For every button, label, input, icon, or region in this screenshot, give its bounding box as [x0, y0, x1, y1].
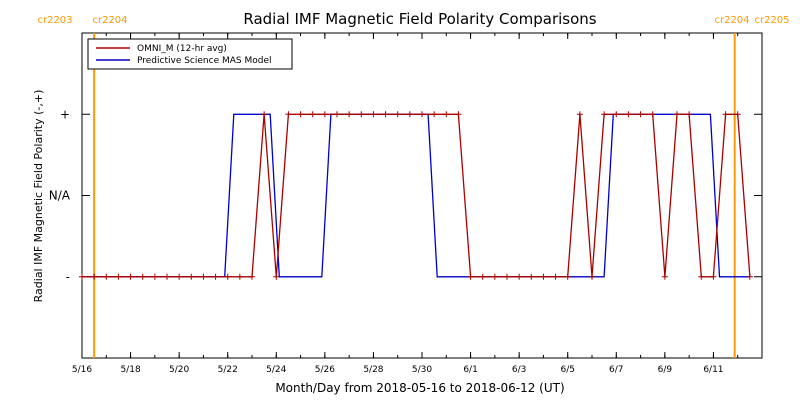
data-point [224, 273, 231, 280]
data-point [419, 111, 425, 118]
data-point [443, 111, 450, 118]
data-point [382, 111, 389, 118]
series-line-1 [82, 113, 750, 278]
data-point [200, 273, 207, 280]
series-mas-model [82, 113, 750, 278]
data-point [309, 111, 316, 118]
data-point [370, 111, 377, 118]
data-point [285, 111, 292, 118]
data-point [649, 111, 656, 118]
data-point [236, 273, 243, 280]
data-point [431, 111, 438, 118]
data-point [212, 273, 219, 280]
data-point [346, 111, 353, 118]
data-point [334, 111, 340, 118]
data-point [661, 273, 668, 280]
x-tick-label-0: 5/16 [72, 365, 92, 375]
data-point [479, 273, 486, 280]
data-point [734, 111, 741, 118]
data-point [746, 273, 753, 280]
legend-label-mas: Predictive Science MAS Model [137, 56, 272, 66]
carrington-markers [93, 33, 736, 358]
data-point [540, 273, 547, 280]
data-point [710, 273, 717, 280]
legend-label-omni: OMNI_M (12-hr avg) [137, 44, 227, 54]
data-point [91, 273, 98, 280]
y-tick-label-1: N/A [49, 189, 71, 203]
data-point [151, 273, 158, 280]
data-point [564, 273, 571, 280]
data-point [139, 273, 146, 280]
data-point [552, 273, 559, 280]
data-point [79, 273, 85, 280]
data-point [249, 273, 255, 280]
x-axis: 5/16 5/18 5/20 5/22 5/24 5/26 5/28 5/30 6/1 6/3 6/… [72, 33, 763, 375]
data-point [358, 111, 365, 118]
x-tick-label-6: 5/28 [363, 365, 383, 375]
cr-left-label-2: cr2204 [714, 15, 749, 26]
data-point [127, 273, 134, 280]
data-point [321, 111, 328, 118]
data-point [164, 273, 170, 280]
data-point [601, 111, 608, 118]
x-tick-label-11: 6/7 [609, 365, 623, 375]
y-axis-label: Radial IMF Magnetic Field Polarity (-,+) [32, 90, 45, 303]
data-point [686, 111, 693, 118]
data-point [589, 273, 595, 280]
data-point [297, 111, 304, 118]
data-point [273, 273, 280, 280]
x-axis-label: Month/Day from 2018-05-16 to 2018-06-12 … [275, 381, 564, 395]
x-tick-label-2: 5/20 [169, 365, 189, 375]
y-tick-label-0: + [60, 107, 70, 121]
x-tick-label-3: 5/22 [218, 365, 238, 375]
x-tick-label-13: 6/11 [703, 365, 723, 375]
cr-right-label-2: cr2205 [754, 15, 789, 26]
chart-title: Radial IMF Magnetic Field Polarity Compa… [243, 10, 596, 28]
x-tick-label-7: 5/30 [412, 365, 432, 375]
data-point [406, 111, 413, 118]
data-point [455, 111, 462, 118]
x-tick-label-1: 5/18 [120, 365, 140, 375]
data-point [637, 111, 644, 118]
data-point [103, 273, 110, 280]
cr-left-label-1: cr2203 [37, 15, 72, 26]
x-tick-label-10: 6/5 [560, 365, 574, 375]
data-point [722, 111, 729, 118]
data-point [576, 111, 583, 118]
data-point [613, 111, 620, 118]
series-line-0 [82, 113, 751, 278]
y-axis: + N/A - [49, 107, 762, 284]
data-point [698, 273, 705, 280]
data-point [176, 273, 183, 280]
x-tick-label-5: 5/26 [315, 365, 335, 375]
data-point [504, 273, 510, 280]
cr-right-label-1: cr2204 [92, 15, 127, 26]
data-point [115, 273, 122, 280]
series-omni [79, 111, 753, 280]
data-point [491, 273, 498, 280]
x-tick-label-8: 6/1 [463, 365, 477, 375]
y-tick-label-2: - [66, 270, 70, 284]
data-point [528, 273, 535, 280]
x-tick-label-9: 6/3 [512, 365, 526, 375]
plot-frame [81, 32, 763, 359]
x-tick-label-4: 5/24 [266, 365, 286, 375]
data-point [625, 111, 632, 118]
data-point [188, 273, 195, 280]
legend-box [87, 38, 293, 70]
data-point [674, 111, 680, 118]
data-point [516, 273, 523, 280]
legend: OMNI_M (12-hr avg) Predictive Science MA… [87, 38, 293, 70]
data-point [467, 273, 474, 280]
x-tick-label-12: 6/9 [658, 365, 673, 375]
data-point [394, 111, 401, 118]
data-point [261, 111, 268, 118]
